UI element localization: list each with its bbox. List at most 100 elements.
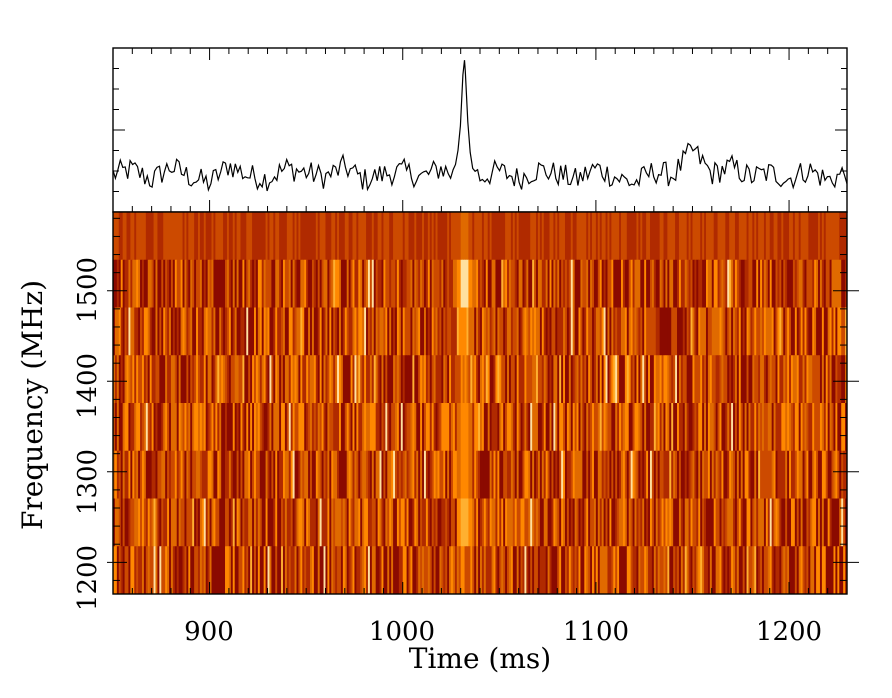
heatmap-cell xyxy=(740,450,744,499)
heatmap-cell xyxy=(194,450,197,499)
heatmap-cell xyxy=(646,355,649,404)
heatmap-cell xyxy=(445,355,448,404)
heatmap-cell xyxy=(634,307,637,356)
heatmap-cell xyxy=(798,212,802,261)
dynamic-spectrum-panel xyxy=(107,211,859,595)
heatmap-cell xyxy=(771,307,774,356)
heatmap-cell xyxy=(197,546,201,595)
heatmap-cell xyxy=(816,212,819,261)
heatmap-cell xyxy=(763,546,767,595)
heatmap-cell xyxy=(395,355,398,404)
heatmap-cell xyxy=(541,355,545,404)
heatmap-cell xyxy=(790,212,794,261)
heatmap-cell xyxy=(306,212,309,261)
heatmap-cell xyxy=(503,212,506,261)
heatmap-cell xyxy=(775,259,778,308)
heatmap-cell xyxy=(823,259,827,308)
heatmap-cell xyxy=(408,498,411,547)
heatmap-cell xyxy=(286,450,290,499)
heatmap-cell xyxy=(806,403,809,452)
heatmap-cell xyxy=(816,450,819,499)
heatmap-cell xyxy=(545,212,548,261)
heatmap-cell xyxy=(530,498,533,547)
heatmap-cell xyxy=(302,498,305,547)
heatmap-cell xyxy=(161,355,164,404)
heatmap-cell xyxy=(520,307,523,356)
heatmap-cell xyxy=(207,307,210,356)
heatmap-cell xyxy=(541,403,545,452)
heatmap-cell xyxy=(543,546,547,595)
heatmap-cell xyxy=(213,403,216,452)
heatmap-cell xyxy=(707,212,711,261)
heatmap-cell xyxy=(418,355,421,404)
heatmap-cell xyxy=(194,259,197,308)
heatmap-cell xyxy=(203,450,207,499)
heatmap-cell xyxy=(736,450,740,499)
heatmap-cell xyxy=(136,546,139,595)
heatmap-cell xyxy=(236,355,239,404)
heatmap-cell xyxy=(767,307,771,356)
heatmap-cell xyxy=(122,259,125,308)
heatmap-cell xyxy=(338,355,342,404)
heatmap-cell xyxy=(829,498,832,547)
heatmap-cell xyxy=(435,403,438,452)
heatmap-cell xyxy=(452,212,456,261)
heatmap-cell xyxy=(607,212,610,261)
heatmap-cell xyxy=(723,307,726,356)
heatmap-cell xyxy=(746,307,749,356)
heatmap-cell xyxy=(705,212,709,261)
heatmap-cell xyxy=(534,450,537,499)
heatmap-cell xyxy=(317,355,321,404)
heatmap-cell xyxy=(396,403,400,452)
heatmap-cell xyxy=(653,307,657,356)
heatmap-cell xyxy=(277,546,280,595)
heatmap-cell xyxy=(715,403,718,452)
heatmap-cell xyxy=(383,355,386,404)
heatmap-cell xyxy=(366,546,369,595)
heatmap-cell xyxy=(619,450,622,499)
heatmap-cell xyxy=(783,498,786,547)
heatmap-cell xyxy=(381,212,384,261)
heatmap-cell xyxy=(418,259,421,308)
heatmap-cell xyxy=(433,546,436,595)
heatmap-cell xyxy=(762,259,765,308)
heatmap-cell xyxy=(657,498,661,547)
heatmap-cell xyxy=(271,307,274,356)
heatmap-cell xyxy=(592,498,595,547)
heatmap-cell xyxy=(792,307,796,356)
heatmap-cell xyxy=(254,498,257,547)
heatmap-cell xyxy=(514,450,518,499)
heatmap-cell xyxy=(128,307,131,356)
heatmap-cell xyxy=(638,546,641,595)
heatmap-cell xyxy=(603,450,606,499)
heatmap-cell xyxy=(545,546,548,595)
heatmap-cell xyxy=(669,546,672,595)
heatmap-cell xyxy=(352,546,355,595)
heatmap-cell xyxy=(472,498,475,547)
heatmap-cell xyxy=(140,498,143,547)
heatmap-cell xyxy=(360,403,363,452)
heatmap-cell xyxy=(711,403,715,452)
heatmap-cell xyxy=(254,403,257,452)
heatmap-cell xyxy=(733,307,736,356)
heatmap-cell xyxy=(821,403,825,452)
heatmap-cell xyxy=(649,259,653,308)
heatmap-cell xyxy=(223,498,226,547)
heatmap-cell xyxy=(841,546,844,595)
heatmap-cell xyxy=(149,307,153,356)
heatmap-cell xyxy=(819,450,823,499)
heatmap-cell xyxy=(512,212,516,261)
heatmap-cell xyxy=(524,212,527,261)
heatmap-cell xyxy=(752,403,755,452)
heatmap-cell xyxy=(536,450,539,499)
heatmap-cell xyxy=(418,498,421,547)
heatmap-cell xyxy=(273,403,276,452)
heatmap-cell xyxy=(758,259,761,308)
heatmap-cell xyxy=(279,498,282,547)
heatmap-cell xyxy=(151,307,154,356)
heatmap-cell xyxy=(292,307,295,356)
heatmap-cell xyxy=(731,355,734,404)
heatmap-cell xyxy=(377,355,380,404)
heatmap-cell xyxy=(792,212,796,261)
heatmap-cell xyxy=(255,450,259,499)
